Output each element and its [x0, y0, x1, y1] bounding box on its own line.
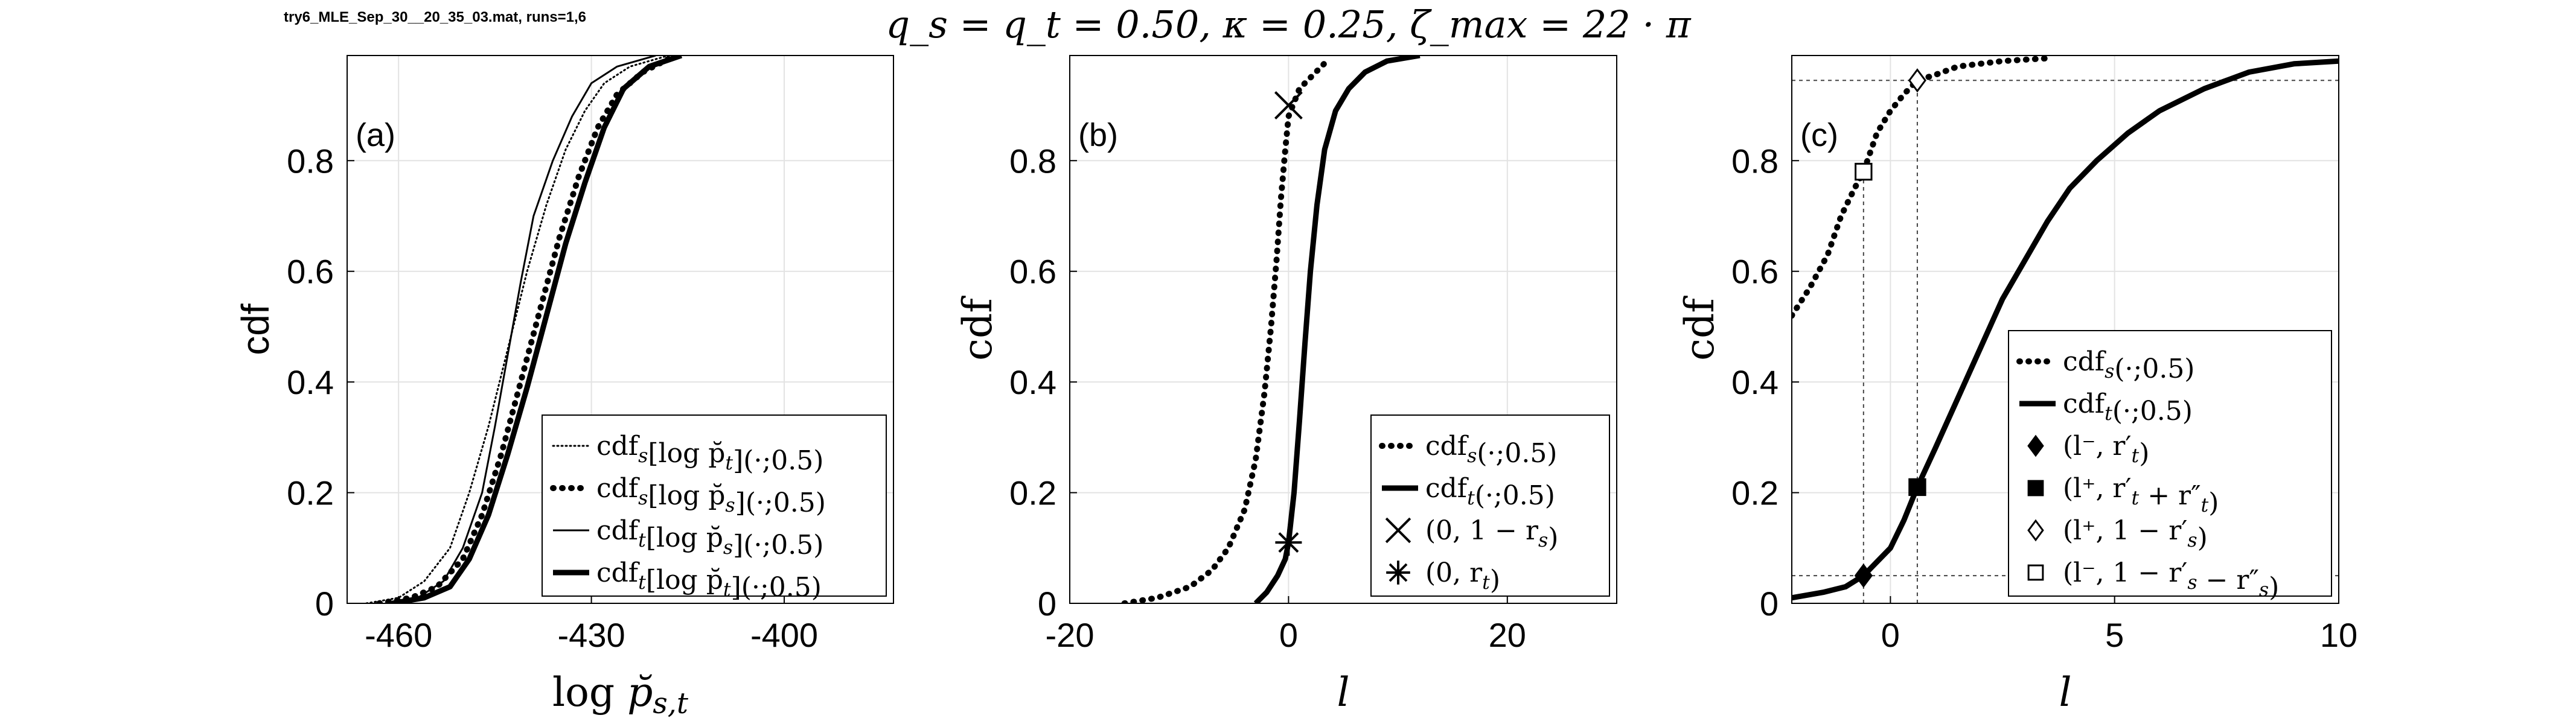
panel-b-xtick-label-1: 0: [1279, 616, 1298, 654]
panel-c-legend-label-1: cdft(·;0.5): [2063, 389, 2193, 427]
panel-a-axes-box: [347, 55, 894, 604]
panel-a-ylabel: cdf: [234, 303, 277, 355]
panel-a-xtick-label-0: -460: [365, 616, 432, 654]
file-label: try6_MLE_Sep_30__20_35_03.mat, runs=1,6: [284, 9, 586, 25]
panel-a-series-line-3: [391, 56, 683, 603]
panel-b-series-line-0: [1121, 58, 1330, 603]
panel-c-legend-label-2: (l⁻, r′t): [2063, 431, 2149, 469]
panel-b-ytick-label-2: 0.4: [1009, 363, 1056, 401]
panel-a-legend-label-2: cdft[log p̆s](·;0.5): [596, 515, 823, 560]
panel-a-legend-label-3: cdft[log p̆t](·;0.5): [596, 557, 822, 603]
panel-c-legend-marker-5: [2027, 564, 2044, 581]
panel-a-xtick-label-1: -430: [558, 616, 625, 654]
panel-b-letter: (b): [1078, 117, 1118, 153]
panel-a-ytick-label-1: 0.2: [287, 474, 334, 512]
panel-c-legend-label-3: (l⁺, r′t + r″t): [2063, 473, 2219, 518]
panel-b-legend-label-3: (0, rt): [1425, 557, 1500, 595]
panel-b-legend-label-0: cdfs(·;0.5): [1425, 431, 1557, 469]
panel-a-legend-label-1: cdfs[log p̆s](·;0.5): [596, 473, 826, 518]
panel-c-ylabel: cdf: [1676, 296, 1723, 361]
panel-c-legend-label-0: cdfs(·;0.5): [2063, 346, 2194, 384]
panel-a-letter: (a): [356, 117, 395, 153]
panel-a-ytick-label-0: 0: [315, 585, 334, 623]
panel-c-axes-box: [1791, 55, 2339, 604]
panel-c-xtick-label-2: 10: [2320, 616, 2357, 654]
panel-c-legend-marker-4: [2027, 519, 2044, 542]
panel-c-legend-label-4: (l⁺, 1 − r′s): [2063, 515, 2208, 553]
panel-c-series-line-0: [1792, 56, 2051, 319]
panel-c-letter: (c): [1800, 117, 1838, 153]
panel-c-marker-3: [1855, 162, 1873, 181]
panel-a-series-line-2: [385, 56, 656, 603]
panel-c-ytick-label-1: 0.2: [1731, 474, 1779, 512]
panel-b-xlabel: l: [1337, 669, 1349, 716]
panel-a-legend-label-0: cdfs[log p̆t](·;0.5): [596, 431, 823, 476]
panel-b-ylabel: cdf: [954, 296, 1001, 361]
panel-c-legend-box: [2008, 330, 2332, 597]
panel-c-series-line-1: [1792, 58, 2339, 601]
panel-c-marker-0: [1854, 564, 1873, 588]
panel-a-xtick-label-2: -400: [750, 616, 818, 654]
panel-c-xtick-label-0: 0: [1881, 616, 1900, 654]
panel-c-ytick-label-2: 0.4: [1731, 363, 1779, 401]
panel-c-marker-1: [1908, 478, 1926, 497]
panel-a-ytick-label-3: 0.6: [287, 253, 334, 291]
panel-c-legend-marker-3: [2027, 480, 2044, 497]
panel-c-ytick-label-0: 0: [1760, 585, 1779, 623]
panel-b-ytick-label-4: 0.8: [1009, 142, 1056, 180]
panel-b-legend-marker-2: [1385, 517, 1411, 544]
panel-c-xlabel: l: [2059, 669, 2071, 716]
panel-a-series-line-0: [365, 56, 670, 603]
panel-a-ytick-label-2: 0.4: [287, 363, 334, 401]
panel-b-ytick-label-0: 0: [1038, 585, 1056, 623]
panel-b-ytick-label-3: 0.6: [1009, 253, 1056, 291]
suptitle: q_s = q_t = 0.50, κ = 0.25, ζ_max = 22 ·…: [886, 2, 1691, 46]
panel-b-xtick-label-2: 20: [1489, 616, 1526, 654]
panel-b-legend-label-2: (0, 1 − rs): [1425, 515, 1558, 553]
panel-b-series-line-1: [1253, 56, 1421, 603]
panel-c-legend-marker-2: [2027, 434, 2044, 457]
panel-b-legend-label-1: cdft(·;0.5): [1425, 473, 1555, 511]
panel-b-xtick-label-0: -20: [1046, 616, 1095, 654]
panel-c-xtick-label-1: 5: [2105, 616, 2124, 654]
panel-c-legend-label-5: (l⁻, 1 − r′s − r″s): [2063, 557, 2279, 603]
panel-b-marker-1: [1275, 529, 1302, 556]
panel-c-marker-2: [1908, 68, 1927, 93]
panel-c-ytick-label-4: 0.8: [1731, 142, 1779, 180]
panel-b-marker-0: [1274, 91, 1303, 119]
panel-c-ytick-label-3: 0.6: [1731, 253, 1779, 291]
panel-a-ytick-label-4: 0.8: [287, 142, 334, 180]
panel-b-legend-marker-3: [1386, 560, 1410, 585]
panel-a-legend-box: [542, 414, 887, 597]
panel-b-ytick-label-1: 0.2: [1009, 474, 1056, 512]
panel-a-xlabel: log p̆s,t: [552, 669, 689, 720]
panel-b-axes-box: [1069, 55, 1617, 604]
